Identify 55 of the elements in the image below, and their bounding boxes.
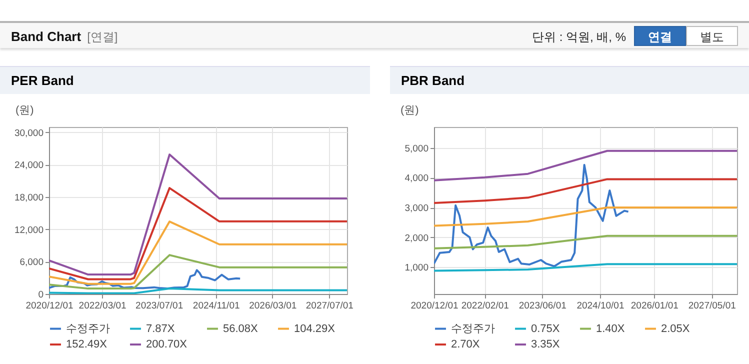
- x-tick-label: 2020/12/01: [26, 300, 74, 312]
- x-tick-label: 2027/05/01: [688, 300, 736, 312]
- y-tick-label: 18,000: [14, 192, 44, 204]
- y-tick-label: 2,000: [404, 232, 428, 244]
- x-tick-label: 2026/01/01: [630, 300, 678, 312]
- x-tick-label: 2027/07/01: [306, 300, 354, 312]
- chart-title: PER Band: [0, 66, 370, 94]
- text: 단위 : 억원, 배, %: [532, 29, 626, 46]
- y-axis-title: (원): [16, 104, 34, 116]
- y-axis-title: (원): [400, 104, 419, 116]
- y-tick-label: 24,000: [14, 160, 44, 172]
- y-tick-label: 5,000: [404, 143, 428, 154]
- line-series: [434, 206, 737, 227]
- legend-label: 1.40X: [596, 322, 626, 335]
- legend-label: 2.70X: [451, 338, 480, 350]
- x-tick-label: 2026/03/01: [249, 300, 297, 312]
- chart-title: PBR Band: [390, 66, 749, 94]
- line-series: [49, 269, 242, 290]
- line-series: [49, 187, 347, 280]
- text: 별도: [686, 26, 738, 46]
- legend-label: 200.70X: [146, 338, 188, 350]
- legend-label: 7.87X: [146, 322, 176, 335]
- line-series: [434, 178, 737, 204]
- legend-label: 0.75X: [531, 322, 560, 335]
- legend-label: 56.08X: [223, 322, 259, 335]
- legend-label: 152.49X: [66, 338, 108, 350]
- line-series: [434, 164, 630, 268]
- line-series: [434, 263, 737, 272]
- x-tick-label: 2024/11/01: [192, 300, 240, 312]
- line-series: [49, 220, 347, 285]
- y-tick-label: 6,000: [20, 257, 44, 268]
- text: [연결]: [87, 30, 118, 44]
- legend-label: 수정주가: [451, 322, 495, 335]
- x-tick-label: 2022/03/01: [78, 300, 126, 312]
- y-tick-label: 3,000: [404, 203, 428, 214]
- text: Band Chart: [11, 29, 82, 44]
- x-tick-label: 2023/07/01: [136, 300, 184, 312]
- line-series: [434, 234, 737, 250]
- x-tick-label: 2020/12/01: [410, 300, 458, 312]
- y-tick-label: 30,000: [14, 128, 44, 139]
- y-tick-label: 4,000: [404, 173, 428, 184]
- x-tick-label: 2022/02/01: [461, 300, 509, 312]
- legend-label: 수정주가: [66, 322, 110, 335]
- legend-label: 3.35X: [531, 338, 560, 350]
- x-tick-label: 2023/06/01: [518, 300, 566, 312]
- line-series: [49, 254, 347, 290]
- y-tick-label: 0: [38, 290, 44, 300]
- y-tick-label: 12,000: [14, 224, 44, 236]
- y-tick-label: 1,000: [404, 262, 428, 274]
- legend-label: 104.29X: [294, 322, 336, 335]
- x-tick-label: 2024/10/01: [576, 300, 624, 312]
- line-series: [49, 154, 347, 276]
- legend-label: 2.05X: [661, 322, 690, 335]
- text: 연결: [634, 26, 686, 46]
- line-series: [434, 150, 737, 182]
